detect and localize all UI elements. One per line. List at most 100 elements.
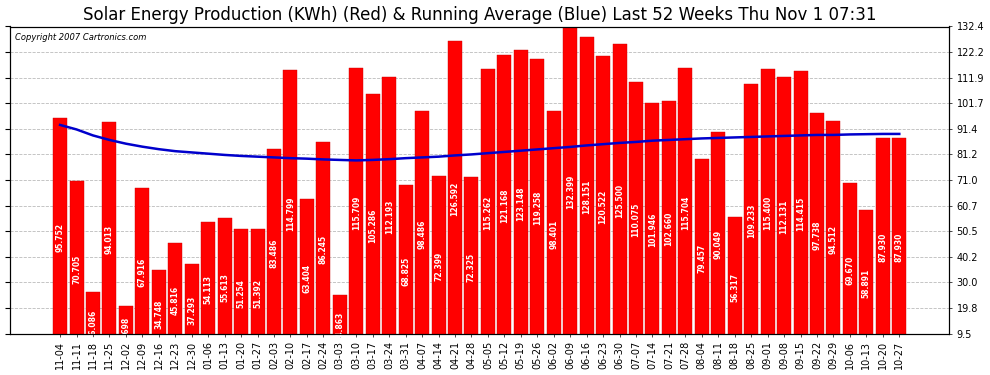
Bar bbox=[168, 243, 182, 357]
Bar bbox=[218, 218, 232, 357]
Bar bbox=[876, 138, 890, 357]
Text: 90.049: 90.049 bbox=[714, 230, 723, 260]
Text: 110.075: 110.075 bbox=[632, 202, 641, 237]
Bar bbox=[678, 68, 692, 357]
Text: 87.930: 87.930 bbox=[878, 233, 887, 262]
Bar bbox=[415, 111, 429, 357]
Bar bbox=[448, 41, 462, 357]
Bar bbox=[283, 70, 297, 357]
Text: 24.863: 24.863 bbox=[336, 312, 345, 341]
Bar bbox=[744, 84, 758, 357]
Bar bbox=[531, 59, 544, 357]
Bar bbox=[267, 149, 281, 357]
Bar bbox=[201, 222, 215, 357]
Text: 55.613: 55.613 bbox=[220, 273, 229, 302]
Bar bbox=[892, 138, 906, 357]
Text: 20.698: 20.698 bbox=[122, 317, 131, 346]
Bar bbox=[728, 217, 742, 357]
Text: 121.168: 121.168 bbox=[500, 189, 509, 223]
Bar bbox=[464, 177, 478, 357]
Bar bbox=[481, 69, 495, 357]
Text: 56.317: 56.317 bbox=[731, 272, 740, 302]
Bar bbox=[827, 121, 841, 357]
Text: Copyright 2007 Cartronics.com: Copyright 2007 Cartronics.com bbox=[15, 33, 147, 42]
Bar bbox=[317, 142, 331, 357]
Text: 101.946: 101.946 bbox=[647, 213, 657, 247]
Text: 51.392: 51.392 bbox=[253, 279, 262, 308]
Bar bbox=[53, 118, 67, 357]
Bar bbox=[382, 77, 396, 357]
Text: 98.486: 98.486 bbox=[418, 220, 427, 249]
Text: 94.013: 94.013 bbox=[105, 225, 114, 254]
Text: 54.113: 54.113 bbox=[204, 275, 213, 304]
Text: 114.415: 114.415 bbox=[796, 197, 805, 231]
Title: Solar Energy Production (KWh) (Red) & Running Average (Blue) Last 52 Weeks Thu N: Solar Energy Production (KWh) (Red) & Ru… bbox=[83, 6, 876, 24]
Bar bbox=[432, 176, 446, 357]
Text: 126.592: 126.592 bbox=[450, 182, 459, 216]
Text: 119.258: 119.258 bbox=[533, 191, 542, 225]
Bar bbox=[151, 270, 165, 357]
Bar bbox=[613, 44, 627, 357]
Bar bbox=[514, 50, 528, 357]
Bar bbox=[579, 37, 594, 357]
Text: 34.748: 34.748 bbox=[154, 299, 163, 328]
Text: 97.738: 97.738 bbox=[813, 220, 822, 250]
Bar bbox=[794, 71, 808, 357]
Text: 114.799: 114.799 bbox=[286, 196, 295, 231]
Text: 72.325: 72.325 bbox=[467, 252, 476, 282]
Text: 115.400: 115.400 bbox=[763, 196, 772, 230]
Text: 26.086: 26.086 bbox=[88, 310, 97, 339]
Bar bbox=[842, 183, 857, 357]
Text: 115.262: 115.262 bbox=[483, 196, 492, 230]
Text: 37.293: 37.293 bbox=[187, 296, 196, 326]
Text: 128.151: 128.151 bbox=[582, 180, 591, 214]
Bar bbox=[250, 229, 264, 357]
Bar bbox=[119, 306, 133, 357]
Bar bbox=[760, 69, 774, 357]
Text: 123.148: 123.148 bbox=[517, 186, 526, 221]
Text: 109.233: 109.233 bbox=[746, 204, 755, 238]
Bar bbox=[645, 103, 659, 357]
Bar bbox=[300, 199, 314, 357]
Text: 83.486: 83.486 bbox=[269, 238, 278, 268]
Text: 112.193: 112.193 bbox=[385, 200, 394, 234]
Text: 105.286: 105.286 bbox=[368, 209, 377, 243]
Text: 87.930: 87.930 bbox=[895, 233, 904, 262]
Bar bbox=[69, 181, 83, 357]
Bar bbox=[629, 82, 643, 357]
Bar bbox=[102, 122, 117, 357]
Bar bbox=[497, 54, 512, 357]
Bar bbox=[399, 185, 413, 357]
Text: 120.522: 120.522 bbox=[599, 190, 608, 224]
Bar bbox=[810, 113, 824, 357]
Text: 79.457: 79.457 bbox=[697, 243, 706, 273]
Bar bbox=[234, 229, 248, 357]
Text: 69.670: 69.670 bbox=[845, 256, 854, 285]
Text: 86.245: 86.245 bbox=[319, 235, 328, 264]
Text: 68.825: 68.825 bbox=[401, 257, 410, 286]
Bar bbox=[136, 188, 149, 357]
Text: 63.404: 63.404 bbox=[302, 264, 312, 292]
Text: 132.399: 132.399 bbox=[565, 175, 574, 209]
Text: 67.916: 67.916 bbox=[138, 258, 147, 287]
Bar bbox=[546, 111, 560, 357]
Bar bbox=[185, 264, 199, 357]
Text: 45.816: 45.816 bbox=[170, 285, 180, 315]
Bar bbox=[662, 101, 676, 357]
Text: 58.891: 58.891 bbox=[862, 269, 871, 298]
Text: 102.660: 102.660 bbox=[664, 212, 673, 246]
Bar bbox=[596, 56, 610, 357]
Bar bbox=[777, 77, 791, 357]
Text: 115.709: 115.709 bbox=[351, 195, 360, 230]
Bar bbox=[349, 68, 363, 357]
Text: 70.705: 70.705 bbox=[72, 254, 81, 284]
Text: 112.131: 112.131 bbox=[779, 200, 789, 234]
Bar bbox=[563, 27, 577, 357]
Text: 94.512: 94.512 bbox=[829, 225, 838, 254]
Text: 51.254: 51.254 bbox=[237, 279, 246, 308]
Bar bbox=[86, 292, 100, 357]
Bar bbox=[365, 94, 380, 357]
Bar bbox=[695, 159, 709, 357]
Text: 72.399: 72.399 bbox=[434, 252, 444, 282]
Text: 125.500: 125.500 bbox=[615, 183, 624, 218]
